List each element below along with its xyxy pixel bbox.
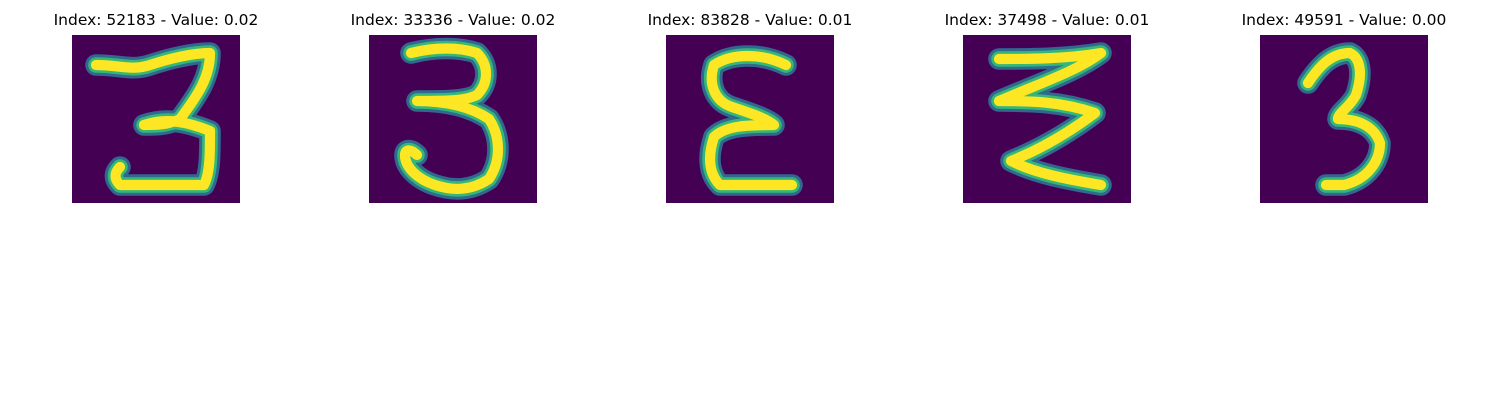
- digit-3-glyph: [699, 45, 803, 196]
- image-panel-3: Index: 83828 - Value: 0.01: [600, 0, 900, 210]
- digit-3-glyph: [394, 37, 509, 200]
- digit-image: [1260, 35, 1428, 203]
- image-panel-5: Index: 49591 - Value: 0.00: [1194, 0, 1494, 210]
- image-panel-4: Index: 37498 - Value: 0.01: [897, 0, 1197, 210]
- panel-title: Index: 83828 - Value: 0.01: [647, 11, 853, 29]
- digit-image: [72, 35, 240, 203]
- panel-title: Index: 33336 - Value: 0.02: [350, 11, 556, 29]
- digit-3-glyph: [1297, 42, 1391, 196]
- digit-3-glyph: [988, 42, 1112, 196]
- panel-title: Index: 52183 - Value: 0.02: [53, 11, 259, 29]
- image-panel-1: Index: 52183 - Value: 0.02: [6, 0, 306, 210]
- digit-image: [369, 35, 537, 203]
- digit-image: [963, 35, 1131, 203]
- panel-title: Index: 49591 - Value: 0.00: [1241, 11, 1447, 29]
- image-panel-2: Index: 33336 - Value: 0.02: [303, 0, 603, 210]
- digit-3-glyph: [85, 42, 221, 196]
- digit-image: [666, 35, 834, 203]
- panel-title: Index: 37498 - Value: 0.01: [944, 11, 1150, 29]
